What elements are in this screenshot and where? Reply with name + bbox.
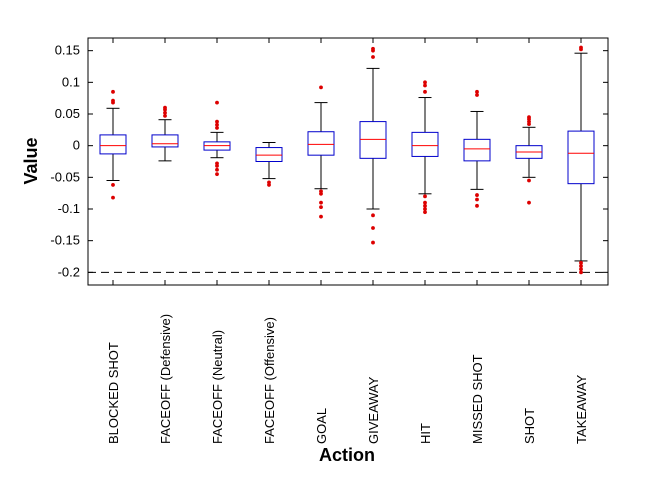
outlier-point <box>579 264 583 268</box>
y-tick-label: -0.2 <box>58 264 80 279</box>
plot-frame <box>87 37 609 286</box>
box-group <box>307 85 335 219</box>
x-axis-category-labels: BLOCKED SHOT FACEOFF (Defensive) FACEOFF (… <box>106 38 589 444</box>
box-group <box>567 45 595 275</box>
outlier-point <box>319 85 323 90</box>
x-category-label: GOAL <box>314 408 329 444</box>
x-category-label: GIVEAWAY <box>366 376 381 444</box>
box <box>151 134 179 148</box>
box-group <box>203 100 231 177</box>
outlier-point <box>111 89 115 94</box>
box <box>255 147 283 162</box>
outlier-point <box>215 126 219 130</box>
x-category-label: MISSED SHOT <box>470 354 485 444</box>
outlier-point <box>423 203 427 208</box>
outlier-point <box>215 119 219 124</box>
outlier-point <box>527 122 531 127</box>
outlier-point <box>527 178 531 183</box>
outlier-point <box>111 195 115 200</box>
outlier-point <box>579 260 583 265</box>
y-tick-label: 0.15 <box>55 43 80 58</box>
box <box>463 138 491 162</box>
outlier-point <box>267 183 271 187</box>
y-tick-label: -0.1 <box>58 201 80 216</box>
x-category-label: TAKEAWAY <box>574 374 589 444</box>
x-category-label: FACEOFF (Neutral) <box>210 330 225 444</box>
y-tick-label: -0.15 <box>50 233 80 248</box>
x-category-label: BLOCKED SHOT <box>106 342 121 444</box>
outlier-point <box>475 89 479 94</box>
outlier-point <box>579 270 583 275</box>
box-group <box>463 89 491 208</box>
outlier-point <box>319 205 323 210</box>
box-group <box>255 142 283 187</box>
outlier-point <box>371 226 375 230</box>
outlier-point <box>111 183 115 187</box>
outlier-point <box>475 193 479 197</box>
outlier-point <box>215 122 219 127</box>
outlier-point <box>475 93 479 97</box>
outlier-point <box>319 214 323 219</box>
outlier-point <box>423 83 427 88</box>
outlier-point <box>215 167 219 172</box>
outlier-point <box>579 267 583 272</box>
outlier-point <box>215 172 219 177</box>
box-group <box>151 105 179 162</box>
outlier-point <box>319 200 323 205</box>
outlier-point <box>215 100 219 105</box>
outlier-point <box>423 194 427 199</box>
outlier-point <box>371 48 375 53</box>
box <box>307 131 335 156</box>
outlier-point <box>579 47 583 52</box>
outlier-point <box>371 213 375 218</box>
y-axis-title: Value <box>21 137 41 184</box>
box <box>99 134 127 155</box>
box <box>411 131 439 157</box>
y-axis: -0.2 -0.15 -0.1 -0.05 0 0.05 0.1 0.15 <box>50 43 608 279</box>
box-group <box>515 115 543 205</box>
outlier-point <box>215 164 219 168</box>
plot-marks <box>88 45 608 275</box>
outlier-point <box>371 240 375 245</box>
outlier-point <box>423 80 427 85</box>
y-tick-label: 0.05 <box>55 106 80 121</box>
outlier-point <box>319 191 323 196</box>
outlier-point <box>475 197 479 202</box>
outlier-point <box>475 203 479 208</box>
x-category-label: HIT <box>418 423 433 444</box>
outlier-point <box>371 55 375 59</box>
y-tick-label: 0 <box>73 138 80 153</box>
box-group <box>411 80 439 215</box>
x-category-label: FACEOFF (Defensive) <box>158 314 173 444</box>
x-category-label: FACEOFF (Offensive) <box>262 317 277 444</box>
outlier-point <box>163 110 167 115</box>
outlier-point <box>527 200 531 205</box>
outlier-point <box>163 114 167 118</box>
box <box>567 130 595 185</box>
x-axis-title: Action <box>319 445 375 465</box>
box-group <box>99 89 127 200</box>
box-group <box>359 46 387 245</box>
outlier-point <box>423 200 427 205</box>
outlier-point <box>163 107 167 112</box>
outlier-point <box>423 210 427 215</box>
outlier-point <box>111 100 115 105</box>
y-tick-label: -0.05 <box>50 169 80 184</box>
outlier-point <box>423 89 427 94</box>
outlier-point <box>423 207 427 211</box>
y-tick-label: 0.1 <box>62 74 80 89</box>
box <box>359 121 387 159</box>
x-category-label: SHOT <box>522 408 537 444</box>
